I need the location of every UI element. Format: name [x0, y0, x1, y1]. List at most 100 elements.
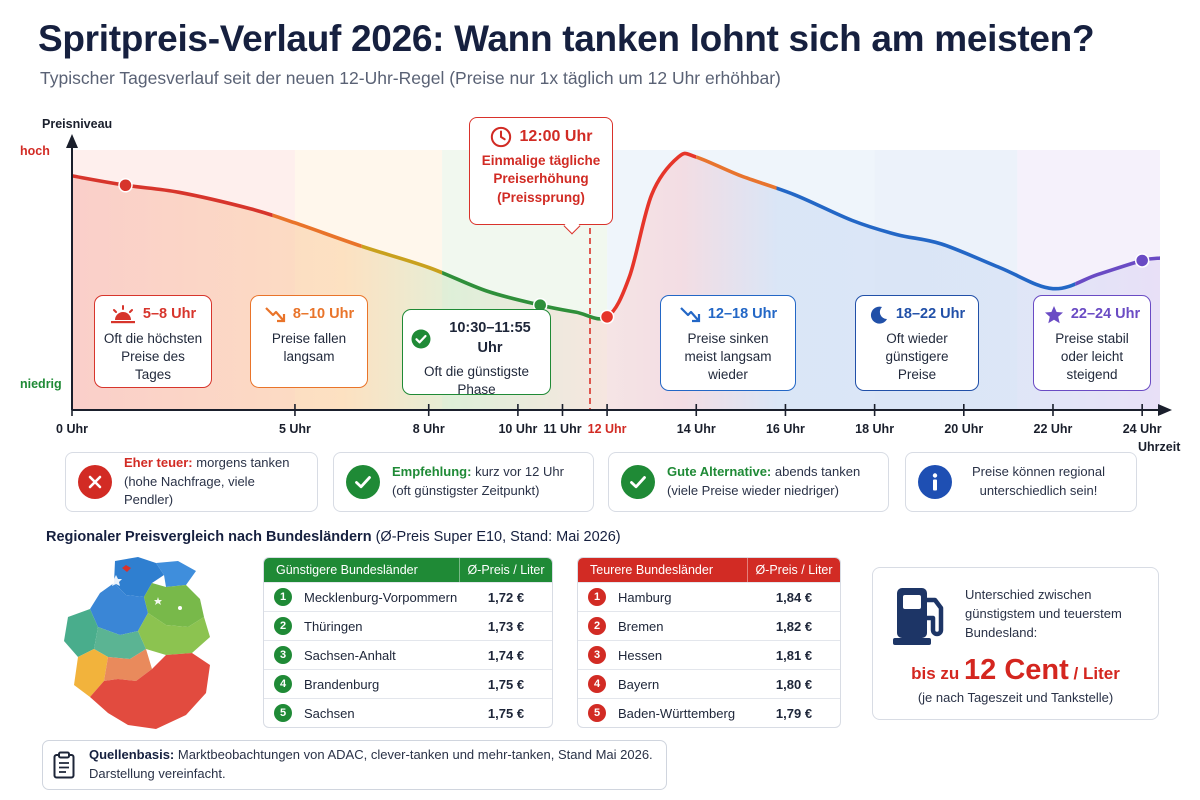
phase-text: meist langsam: [684, 349, 772, 365]
header-name: Günstigere Bundesländer: [264, 558, 460, 582]
phase-box-best: 10:30–11:55 Uhr Oft die günstigste Phase: [402, 309, 551, 397]
state-name: Hamburg: [618, 589, 672, 605]
table-row: 1 Hamburg 1,84 €: [578, 582, 840, 611]
state-name: Brandenburg: [304, 676, 380, 692]
rank-badge: 3: [588, 646, 606, 664]
tip-alternative: Gute Alternative: abends tanken (viele P…: [608, 452, 889, 512]
regional-title-rest: (Ø-Preis Super E10, Stand: Mai 2026): [375, 529, 621, 545]
tip-label: Empfehlung:: [392, 464, 472, 480]
x-tick-label: 18 Uhr: [855, 422, 894, 436]
tip-expensive: Eher teuer: morgens tanken (hohe Nachfra…: [65, 452, 318, 512]
sunrise-icon: [110, 305, 135, 324]
state-name: Bremen: [618, 618, 664, 634]
noon-time: 12:00 Uhr: [519, 128, 593, 145]
phase-text: Oft die günstigste: [423, 364, 530, 380]
clock-icon: [490, 126, 511, 148]
table-row: 4 Bayern 1,80 €: [578, 669, 840, 698]
phase-time: 12–18 Uhr: [707, 306, 778, 323]
table-row: 4 Brandenburg 1,75 €: [264, 669, 552, 698]
fuel-pump-icon: [893, 588, 944, 645]
rank-badge: 5: [588, 704, 606, 722]
table-row: 3 Sachsen-Anhalt 1,74 €: [264, 640, 552, 669]
difference-text: Unterschied zwischen: [965, 587, 1092, 602]
tip-text: abends tanken: [774, 464, 861, 480]
rank-badge: 4: [588, 675, 606, 693]
y-level-low: niedrig: [20, 377, 62, 391]
difference-suffix: / Liter: [1073, 664, 1120, 683]
source-text-2: Darstellung vereinfacht.: [89, 766, 226, 781]
x-tick-label: 16 Uhr: [766, 422, 805, 436]
price-marker: [1134, 253, 1150, 268]
phase-text: Preise: [897, 367, 937, 383]
moon-icon: [870, 306, 887, 324]
source-box: Quellenbasis: Marktbeobachtungen von ADA…: [42, 740, 667, 790]
info-icon: [918, 465, 952, 499]
state-price: 1,75 €: [487, 676, 525, 692]
x-tick-label: 20 Uhr: [944, 422, 983, 436]
x-tick-label: 14 Uhr: [677, 422, 716, 436]
difference-amount: 12 Cent: [964, 654, 1069, 686]
tip-text: morgens tanken: [196, 454, 290, 470]
cheap-states-table: Günstigere Bundesländer Ø-Preis / Liter …: [263, 557, 553, 728]
table-row: 3 Hessen 1,81 €: [578, 640, 840, 669]
header-name: Teurere Bundesländer: [578, 558, 748, 582]
noon-text-1: Einmalige tägliche: [481, 153, 601, 168]
x-tick-label: 0 Uhr: [56, 422, 88, 436]
state-name: Hessen: [618, 647, 663, 663]
tip-detail: (oft günstigster Zeitpunkt): [392, 483, 540, 498]
phase-text: steigend: [1066, 367, 1118, 383]
phase-text: Oft wieder: [886, 331, 948, 346]
price-marker: [599, 309, 615, 325]
page-title: Spritpreis-Verlauf 2026: Wann tanken loh…: [38, 18, 1095, 59]
x-ticks: 0 Uhr 5 Uhr 8 Uhr 10 Uhr 11 Uhr 12 Uhr 14 Uhr 1…: [56, 404, 1162, 436]
price-line-segment: [776, 186, 1076, 291]
trend-down-icon: [265, 307, 285, 323]
phase-text: langsam: [283, 349, 335, 365]
x-tick-label: 12 Uhr: [588, 422, 627, 436]
tip-label: Eher teuer:: [124, 454, 193, 470]
trend-down-icon: [680, 307, 700, 323]
x-circle-icon: [78, 465, 112, 499]
phase-box-falling: 8–10 Uhr Preise fallen langsam: [250, 295, 368, 388]
phase-text: Oft die höchsten: [103, 331, 203, 346]
header-price: Ø-Preis / Liter: [467, 563, 545, 577]
price-line: [72, 151, 1160, 321]
source-text: Marktbeobachtungen von ADAC, clever-tank…: [177, 747, 653, 763]
state-price: 1,84 €: [775, 589, 813, 605]
x-tick-label: 8 Uhr: [413, 422, 445, 436]
noon-text-3: (Preissprung): [497, 189, 585, 205]
tip-text: unterschiedlich sein!: [979, 483, 1098, 498]
tip-detail: (viele Preise wieder niedriger): [667, 483, 839, 498]
table-row: 2 Bremen 1,82 €: [578, 611, 840, 640]
rank-badge: 1: [274, 588, 292, 606]
tip-text: Preise können regional: [972, 464, 1105, 480]
phase-time: 5–8 Uhr: [142, 306, 197, 323]
phase-text: Preise stabil: [1055, 331, 1129, 346]
phase-box-afternoon: 12–18 Uhr Preise sinken meist langsam wi…: [660, 295, 796, 391]
y-level-high: hoch: [20, 144, 50, 158]
check-circle-icon: [411, 329, 431, 349]
state-name: Thüringen: [304, 618, 363, 634]
x-tick-label: 22 Uhr: [1034, 422, 1073, 436]
expensive-states-table: Teurere Bundesländer Ø-Preis / Liter 1 Ha…: [577, 557, 841, 728]
phase-text: Phase: [457, 382, 496, 398]
noon-text-2: Preiserhöhung: [493, 171, 589, 187]
table-header: Teurere Bundesländer Ø-Preis / Liter: [578, 558, 840, 582]
source-label: Quellenbasis:: [89, 747, 175, 763]
state-name: Bayern: [618, 676, 660, 692]
rank-badge: 2: [274, 617, 292, 635]
price-marker: [118, 178, 133, 193]
phase-text: oder leicht: [1060, 349, 1124, 365]
regional-title-bold: Regionaler Preisvergleich nach Bundeslän…: [46, 529, 372, 545]
difference-text: günstigstem und teuerstem: [965, 605, 1122, 621]
tip-detail: (hohe Nachfrage, viele Pendler): [124, 473, 255, 508]
table-row: 5 Baden-Württemberg 1,79 €: [578, 698, 840, 727]
tip-regional: Preise können regional unterschiedlich s…: [905, 452, 1137, 512]
x-axis-arrow: [1158, 404, 1172, 416]
price-markers: [118, 178, 1150, 325]
state-price: 1,80 €: [775, 676, 813, 692]
x-tick-label: 24 Uhr: [1123, 422, 1162, 436]
rank-badge: 3: [274, 646, 292, 664]
tip-label: Gute Alternative:: [667, 464, 772, 480]
y-axis-arrow: [66, 134, 78, 148]
